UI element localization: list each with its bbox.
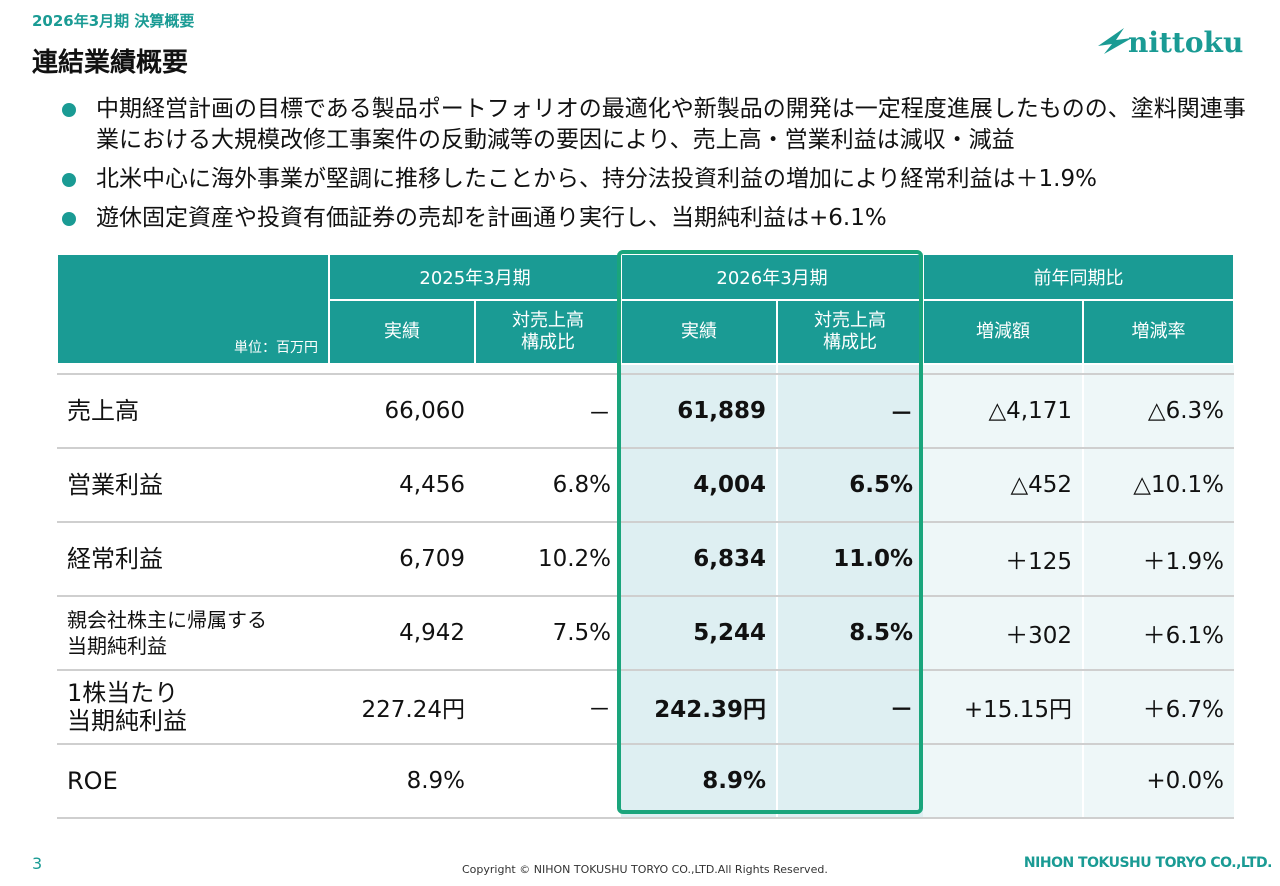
diff-cell: ＋302 xyxy=(923,596,1085,671)
cur-actual-cell: 6,834 xyxy=(621,522,779,597)
diff-cell xyxy=(923,744,1085,819)
bullet-item: 遊休固定資産や投資有価証券の売却を計画通り実行し、当期純利益は+6.1% xyxy=(58,203,1248,234)
logo-text: nittoku xyxy=(1128,26,1243,59)
diff-cell: △4,171 xyxy=(923,374,1085,449)
rate-cell: ＋1.9% xyxy=(1083,522,1235,597)
row-label: 1株当たり 当期純利益 xyxy=(57,670,329,745)
prev-actual-cell: 227.24円 xyxy=(329,670,475,745)
prev-ratio-cell: 10.2% xyxy=(475,522,622,597)
group-header-cur: 2026年3月期 xyxy=(620,253,925,301)
cur-actual-cell: 5,244 xyxy=(621,596,779,671)
diff-cell: ＋125 xyxy=(923,522,1085,597)
prev-actual-cell: 6,709 xyxy=(329,522,475,597)
prev-actual-cell: 8.9% xyxy=(329,744,475,819)
cur-actual-cell: 61,889 xyxy=(621,374,779,449)
table-row: ROE 8.9% 8.9% +0.0% xyxy=(57,744,1235,819)
table-row: 売上高 66,060 － 61,889 － △4,171 △6.3% xyxy=(57,374,1235,449)
cur-ratio-cell: 11.0% xyxy=(777,522,924,597)
nittoku-logo: nittoku xyxy=(1098,26,1243,59)
cur-ratio-cell: － xyxy=(777,374,924,449)
rate-cell: ＋6.1% xyxy=(1083,596,1235,671)
row-label: 売上高 xyxy=(57,374,329,449)
copyright-notice: Copyright © NIHON TOKUSHU TORYO CO.,LTD.… xyxy=(462,863,828,876)
prev-ratio-cell xyxy=(475,744,622,819)
report-period: 2026年3月期 決算概要 xyxy=(32,12,195,30)
col-header-cur-actual: 実績 xyxy=(620,299,779,365)
prev-ratio-cell: 6.8% xyxy=(475,448,622,523)
col-header-cur-ratio: 対売上高 構成比 xyxy=(776,299,925,365)
diff-cell: +15.15円 xyxy=(923,670,1085,745)
cur-ratio-cell: 8.5% xyxy=(777,596,924,671)
prev-actual-cell: 4,456 xyxy=(329,448,475,523)
prev-ratio-cell: 7.5% xyxy=(475,596,622,671)
bullet-dot-icon xyxy=(62,103,76,117)
bullet-item: 北米中心に海外事業が堅調に推移したことから、持分法投資利益の増加により経常利益は… xyxy=(58,164,1248,195)
prev-ratio-cell: － xyxy=(475,670,622,745)
rate-cell: △10.1% xyxy=(1083,448,1235,523)
bullet-dot-icon xyxy=(62,212,76,226)
results-table: 単位：百万円 2025年3月期 2026年3月期 前年同期比 実績 対売上高 構成… xyxy=(56,253,1236,819)
cur-actual-cell: 4,004 xyxy=(621,448,779,523)
company-name: NIHON TOKUSHU TORYO CO.,LTD. xyxy=(1023,855,1273,871)
col-header-prev-actual: 実績 xyxy=(328,299,476,365)
rate-cell: ＋6.7% xyxy=(1083,670,1235,745)
table-row: 1株当たり 当期純利益 227.24円 － 242.39円 － +15.15円 ＋… xyxy=(57,670,1235,745)
cur-ratio-cell xyxy=(777,744,924,819)
col-header-prev-ratio: 対売上高 構成比 xyxy=(473,299,623,365)
row-label: 営業利益 xyxy=(57,448,329,523)
page-number: 3 xyxy=(32,854,43,873)
table-row: 営業利益 4,456 6.8% 4,004 6.5% △452 △10.1% xyxy=(57,448,1235,523)
table-row: 経常利益 6,709 10.2% 6,834 11.0% ＋125 ＋1.9% xyxy=(57,522,1235,597)
col-header-diff: 増減額 xyxy=(922,299,1085,365)
bullet-dot-icon xyxy=(62,173,76,187)
cur-ratio-cell: － xyxy=(777,670,924,745)
prev-actual-cell: 4,942 xyxy=(329,596,475,671)
prev-ratio-cell: － xyxy=(475,374,622,449)
cur-actual-cell: 242.39円 xyxy=(621,670,779,745)
row-label: 経常利益 xyxy=(57,522,329,597)
rate-cell: +0.0% xyxy=(1083,744,1235,819)
row-label: 親会社株主に帰属する 当期純利益 xyxy=(57,596,329,671)
diff-cell: △452 xyxy=(923,448,1085,523)
summary-bullets: 中期経営計画の目標である製品ポートフォリオの最適化や新製品の開発は一定程度進展し… xyxy=(58,94,1248,242)
table-row: 親会社株主に帰属する 当期純利益 4,942 7.5% 5,244 8.5% ＋3… xyxy=(57,596,1235,671)
page-title: 連結業績概要 xyxy=(32,48,189,78)
col-header-rate: 増減率 xyxy=(1082,299,1236,365)
prev-actual-cell: 66,060 xyxy=(329,374,475,449)
rate-cell: △6.3% xyxy=(1083,374,1235,449)
row-label: ROE xyxy=(57,744,329,819)
group-header-prev: 2025年3月期 xyxy=(327,253,623,301)
cur-actual-cell: 8.9% xyxy=(621,744,779,819)
group-header-yoy: 前年同期比 xyxy=(922,253,1236,301)
cur-ratio-cell: 6.5% xyxy=(777,448,924,523)
bullet-item: 中期経営計画の目標である製品ポートフォリオの最適化や新製品の開発は一定程度進展し… xyxy=(58,94,1248,156)
unit-label: 単位：百万円 xyxy=(56,253,330,365)
